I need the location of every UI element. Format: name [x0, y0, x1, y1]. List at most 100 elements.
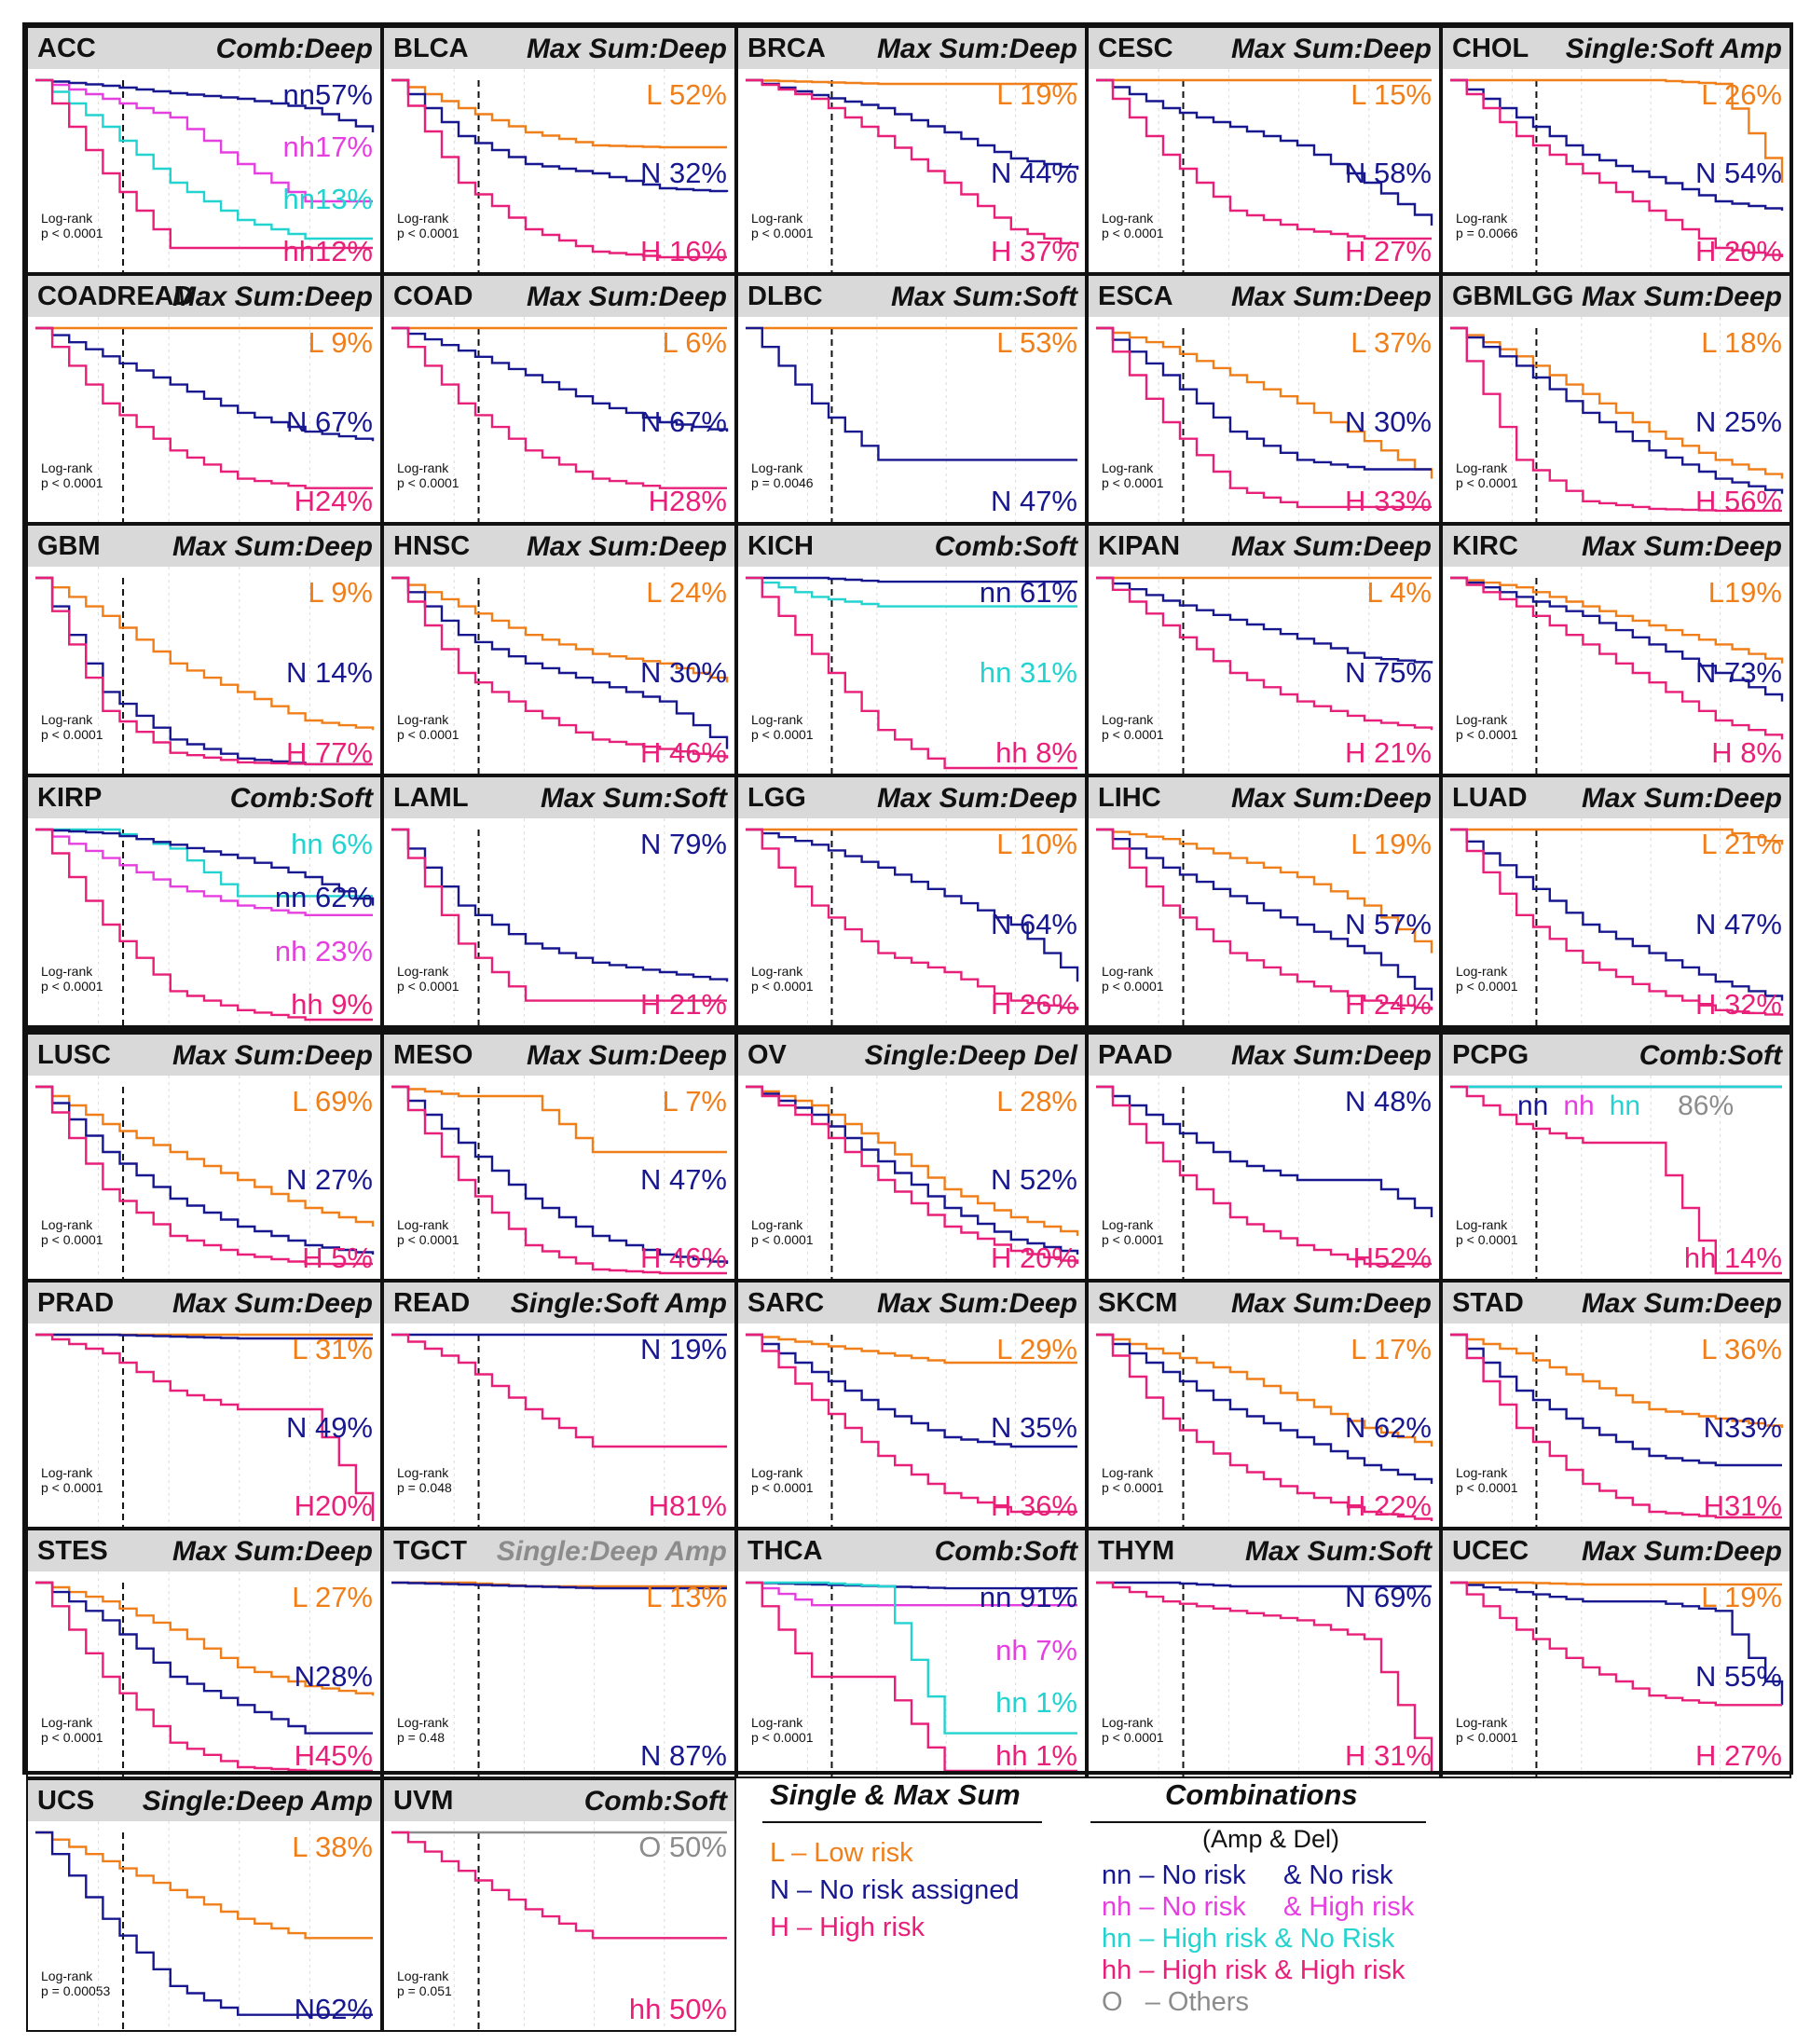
method-label: Max Sum:Deep — [526, 1040, 727, 1071]
survival-curve-n — [1096, 326, 1432, 471]
method-label: Comb:Soft — [934, 1536, 1077, 1567]
km-panel-lgg: LGG Max Sum:Deep Log-rank p < 0.0001 L 10% N … — [736, 775, 1087, 1027]
p-value: p < 0.0001 — [1456, 1730, 1518, 1745]
cancer-code: LUAD — [1452, 783, 1528, 813]
survival-curve-nh — [35, 828, 373, 916]
group-percent-label-hh: hh 14% — [1683, 1241, 1782, 1274]
cancer-code: OV — [747, 1040, 787, 1070]
group-percent-label-l: L 10% — [996, 828, 1077, 860]
group-percent-label-l: L 9% — [308, 576, 373, 609]
panel-header — [28, 777, 380, 818]
cancer-code: UCS — [37, 1786, 95, 1816]
survival-curve-h — [1450, 326, 1782, 513]
panel-header — [738, 1530, 1085, 1571]
km-panel-stad: STAD Max Sum:Deep Log-rank p < 0.0001 L 36% N… — [1441, 1281, 1791, 1529]
group-percent-label-l: L 36% — [1701, 1333, 1782, 1365]
group-percent-label-l: L 6% — [662, 326, 727, 359]
logrank-label: Log-rank — [1102, 211, 1154, 226]
panel-header — [28, 526, 380, 567]
survival-curve-n — [35, 1831, 373, 2016]
group-percent-label-n: N 62% — [1344, 1411, 1432, 1444]
km-panel-read: READ Single:Soft Amp Log-rank p = 0.048 N 19… — [382, 1281, 736, 1529]
group-percent-label-l: L 53% — [996, 326, 1077, 359]
logrank-box: Log-rank p < 0.0001 — [751, 211, 814, 240]
logrank-label: Log-rank — [1102, 460, 1154, 475]
panel-header — [1089, 1530, 1439, 1571]
km-panel-gbm: GBM Max Sum:Deep Log-rank p < 0.0001 L 9% N 1… — [26, 524, 382, 775]
cancer-code: SKCM — [1098, 1288, 1178, 1318]
group-percent-label-l: L 27% — [292, 1581, 373, 1613]
survival-curve-h — [35, 576, 373, 766]
group-percent-label-l: L 7% — [662, 1085, 727, 1118]
km-plot — [35, 818, 375, 1025]
group-percent-label-h: H 56% — [1694, 485, 1782, 517]
inline-label: hn — [1609, 1091, 1641, 1121]
km-plot — [35, 567, 375, 774]
group-percent-label-h: H 22% — [1344, 1489, 1432, 1522]
survival-curve-n — [1450, 326, 1784, 494]
logrank-label: Log-rank — [1102, 712, 1154, 727]
panel-header — [384, 777, 734, 818]
method-label: Max Sum:Deep — [1581, 783, 1782, 814]
km-plot — [391, 1076, 729, 1279]
km-panel-luad: LUAD Max Sum:Deep Log-rank p < 0.0001 L 21% N… — [1441, 775, 1791, 1027]
p-value: p < 0.0001 — [751, 979, 814, 994]
group-percent-label-n: N 30% — [1344, 405, 1432, 438]
logrank-box: Log-rank p < 0.0001 — [41, 1465, 103, 1495]
km-plot — [746, 1076, 1079, 1279]
logrank-label: Log-rank — [751, 460, 803, 475]
survival-curve-l — [1096, 828, 1433, 953]
logrank-label: Log-rank — [1456, 964, 1508, 979]
survival-curve-hh — [391, 1831, 727, 1940]
survival-curve-h — [746, 78, 1079, 248]
group-percent-label-h: H20% — [294, 1489, 373, 1522]
km-panel-gbmlgg: GBMLGG Max Sum:Deep Log-rank p < 0.0001 L 18… — [1441, 274, 1791, 524]
panel-header — [384, 1780, 734, 1821]
km-panel-coad: COAD Max Sum:Deep Log-rank p < 0.0001 L 6% N … — [382, 274, 736, 524]
panel-header — [384, 1035, 734, 1076]
km-plot — [1096, 1571, 1433, 1776]
survival-curve-h — [1096, 78, 1432, 240]
panel-header — [28, 1530, 380, 1571]
p-value: p = 0.0046 — [751, 475, 814, 490]
survival-curve-h — [1096, 326, 1432, 509]
group-percent-label-nn: nn 91% — [979, 1581, 1077, 1613]
panel-header — [1443, 1035, 1789, 1076]
cancer-code: TGCT — [393, 1536, 467, 1566]
method-label: Max Sum:Soft — [540, 783, 727, 814]
logrank-label: Log-rank — [1456, 1217, 1508, 1232]
method-label: Comb:Soft — [934, 531, 1077, 562]
cancer-code: UCEC — [1452, 1536, 1529, 1566]
logrank-box: Log-rank p < 0.0001 — [1456, 1715, 1518, 1745]
p-value: p < 0.0001 — [1456, 727, 1518, 742]
km-plot — [35, 1821, 373, 2030]
logrank-label: Log-rank — [397, 1969, 449, 1983]
survival-curve-h — [1096, 576, 1433, 731]
group-percent-label-n: N 27% — [285, 1163, 373, 1196]
survival-curve-n — [1096, 1085, 1433, 1217]
p-value: p < 0.0001 — [397, 226, 459, 240]
group-percent-label-n: N 57% — [1344, 908, 1432, 940]
panel-header — [384, 1530, 734, 1571]
group-percent-label-n: N 52% — [990, 1163, 1077, 1196]
survival-curve-n — [1450, 828, 1784, 1001]
cancer-code: THYM — [1098, 1536, 1175, 1566]
km-panel-ucec: UCEC Max Sum:Deep Log-rank p < 0.0001 L 19% N… — [1441, 1529, 1791, 1778]
survival-curve-n — [1096, 828, 1433, 1001]
km-panel-acc: ACC Comb:Deep Log-rank p < 0.0001 nn57% nh17%… — [26, 26, 382, 274]
survival-curve-h — [1096, 828, 1433, 1010]
group-percent-label-h: H24% — [294, 485, 373, 517]
group-percent-label-n: N 73% — [1694, 656, 1782, 689]
survival-curve-n — [391, 1581, 727, 1590]
km-plot — [746, 1324, 1077, 1527]
km-panel-thym: THYM Max Sum:Soft Log-rank p < 0.0001 N 69% H… — [1087, 1529, 1441, 1778]
survival-curve-h — [1096, 1581, 1433, 1771]
legend-comb-item: nn – No risk & No risk — [1102, 1860, 1393, 1890]
survival-curve-n — [1450, 576, 1784, 702]
km-panel-laml: LAML Max Sum:Soft Log-rank p < 0.0001 N 79% H… — [382, 775, 736, 1027]
method-label: Max Sum:Deep — [526, 281, 727, 312]
cancer-code: SARC — [747, 1288, 825, 1318]
inline-label: nn — [1517, 1091, 1549, 1121]
group-percent-label-n: N 49% — [285, 1411, 373, 1444]
logrank-label: Log-rank — [1456, 460, 1508, 475]
